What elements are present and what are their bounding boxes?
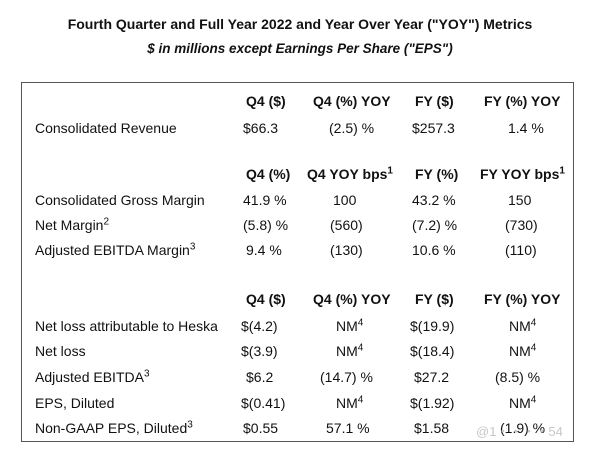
cell-revenue-fy: $257.3: [412, 120, 455, 136]
cell-adjusted-ebitda-q4-yoy: (14.7) %: [320, 369, 373, 385]
cell-revenue-q4-yoy: (2.5) %: [329, 120, 375, 136]
cell-net-margin-fy: (7.2) %: [412, 217, 458, 233]
cell-net-margin-fy-bps: (730): [505, 217, 538, 233]
s2-header-fy-pct: FY (%): [415, 166, 459, 182]
row-label-adjusted-ebitda-margin: Adjusted EBITDA Margin3: [35, 241, 196, 258]
cell-eps-q4-yoy: NM4: [336, 394, 364, 411]
watermark: @1・・・・54: [476, 424, 563, 439]
row-label-net-loss: Net loss: [35, 343, 86, 359]
s1-header-q4-dollars: Q4 ($): [246, 93, 286, 109]
s3-header-q4-pct-yoy: Q4 (%) YOY: [313, 291, 391, 307]
cell-net-loss-fy: $(18.4): [410, 343, 455, 359]
cell-gross-margin-q4-bps: 100: [333, 192, 357, 208]
row-label-net-loss-attributable: Net loss attributable to Heska: [35, 318, 218, 334]
page-title: Fourth Quarter and Full Year 2022 and Ye…: [67, 16, 533, 32]
row-label-non-gaap-eps: Non-GAAP EPS, Diluted3: [35, 419, 193, 436]
cell-gross-margin-fy-bps: 150: [508, 192, 532, 208]
cell-net-loss-q4: $(3.9): [241, 343, 278, 359]
cell-non-gaap-eps-fy-yoy: (1.9) %: [500, 420, 546, 436]
s2-header-q4-yoy-bps: Q4 YOY bps1: [307, 165, 393, 182]
cell-net-loss-heska-q4-yoy: NM4: [336, 317, 364, 334]
row-label-consolidated-gross-margin: Consolidated Gross Margin: [35, 192, 205, 208]
cell-ebitda-margin-q4: 9.4 %: [246, 242, 282, 258]
cell-ebitda-margin-q4-bps: (130): [330, 242, 363, 258]
cell-eps-fy: $(1.92): [410, 395, 455, 411]
cell-net-loss-heska-q4: $(4.2): [241, 318, 278, 334]
metrics-table-frame: [21, 82, 574, 442]
s1-header-q4-pct-yoy: Q4 (%) YOY: [313, 93, 391, 109]
cell-non-gaap-eps-fy: $1.58: [414, 420, 450, 436]
cell-adjusted-ebitda-fy: $27.2: [414, 369, 450, 385]
row-label-eps-diluted: EPS, Diluted: [35, 395, 115, 411]
cell-adjusted-ebitda-q4: $6.2: [246, 369, 274, 385]
page-subtitle: $ in millions except Earnings Per Share …: [147, 41, 453, 56]
cell-adjusted-ebitda-fy-yoy: (8.5) %: [495, 369, 541, 385]
cell-ebitda-margin-fy: 10.6 %: [412, 242, 456, 258]
cell-eps-q4: $(0.41): [241, 395, 286, 411]
cell-net-margin-q4-bps: (560): [330, 217, 363, 233]
cell-net-loss-q4-yoy: NM4: [336, 342, 364, 359]
s1-header-fy-pct-yoy: FY (%) YOY: [484, 93, 561, 109]
row-label-consolidated-revenue: Consolidated Revenue: [35, 120, 177, 136]
s3-header-fy-pct-yoy: FY (%) YOY: [484, 291, 561, 307]
cell-gross-margin-fy: 43.2 %: [412, 192, 456, 208]
cell-net-loss-fy-yoy: NM4: [509, 342, 537, 359]
s3-header-fy-dollars: FY ($): [415, 291, 454, 307]
cell-revenue-fy-yoy: 1.4 %: [508, 120, 544, 136]
s2-header-fy-yoy-bps: FY YOY bps1: [480, 165, 565, 182]
row-label-adjusted-ebitda: Adjusted EBITDA3: [35, 368, 150, 385]
cell-non-gaap-eps-q4: $0.55: [243, 420, 279, 436]
cell-net-loss-heska-fy-yoy: NM4: [509, 317, 537, 334]
cell-ebitda-margin-fy-bps: (110): [505, 242, 537, 258]
s1-header-fy-dollars: FY ($): [415, 93, 454, 109]
row-label-net-margin: Net Margin2: [35, 216, 110, 233]
cell-gross-margin-q4: 41.9 %: [243, 192, 287, 208]
s2-header-q4-pct: Q4 (%): [246, 166, 291, 182]
cell-non-gaap-eps-q4-yoy: 57.1 %: [326, 420, 370, 436]
cell-net-margin-q4: (5.8) %: [243, 217, 289, 233]
cell-net-loss-heska-fy: $(19.9): [410, 318, 455, 334]
cell-eps-fy-yoy: NM4: [509, 394, 537, 411]
s3-header-q4-dollars: Q4 ($): [246, 291, 286, 307]
cell-revenue-q4: $66.3: [243, 120, 279, 136]
